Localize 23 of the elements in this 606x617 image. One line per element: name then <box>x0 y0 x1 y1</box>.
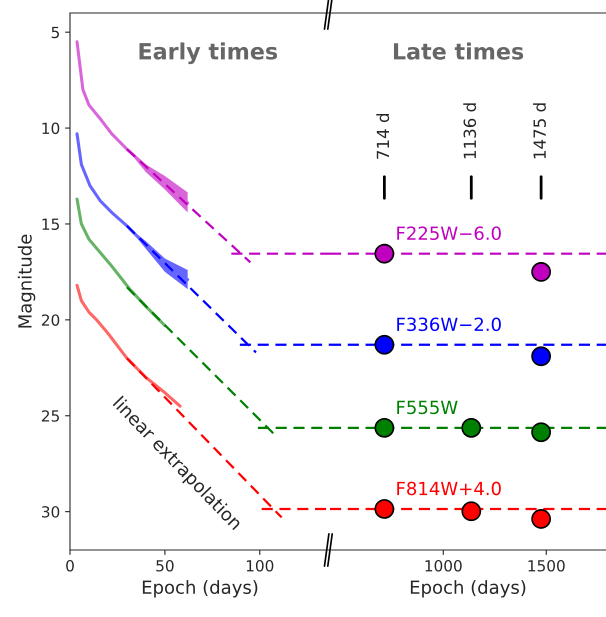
x-tick-label: 100 <box>246 560 274 572</box>
x-tick-label: 0 <box>66 560 74 572</box>
annotation: 1475 d <box>533 103 546 158</box>
annotation: 714 d <box>376 114 390 159</box>
series-label: F814W+4.0 <box>397 482 501 496</box>
annotation: Early times <box>140 42 278 64</box>
annotation: 1136 d <box>463 103 476 158</box>
series-label: F336W−2.0 <box>397 318 501 332</box>
y-axis-title: Magnitude <box>18 234 36 328</box>
x-tick-label: 50 <box>156 560 174 572</box>
series-label: F225W−6.0 <box>397 226 501 240</box>
y-tick-label: 30 <box>42 506 60 518</box>
x-tick-label: 1500 <box>528 560 565 572</box>
y-tick-label: 25 <box>42 410 59 422</box>
annotation: Late times <box>394 42 524 60</box>
x-tick-label: 1000 <box>426 560 462 572</box>
x-axis-title: Epoch (days) <box>142 580 258 598</box>
y-tick-label: 20 <box>42 314 60 326</box>
y-tick-label: 15 <box>42 218 59 230</box>
y-tick-label: 5 <box>52 26 59 38</box>
series-label: F555W <box>397 400 458 414</box>
x-axis-title: Epoch (days) <box>410 580 526 598</box>
y-tick-label: 10 <box>42 122 60 134</box>
